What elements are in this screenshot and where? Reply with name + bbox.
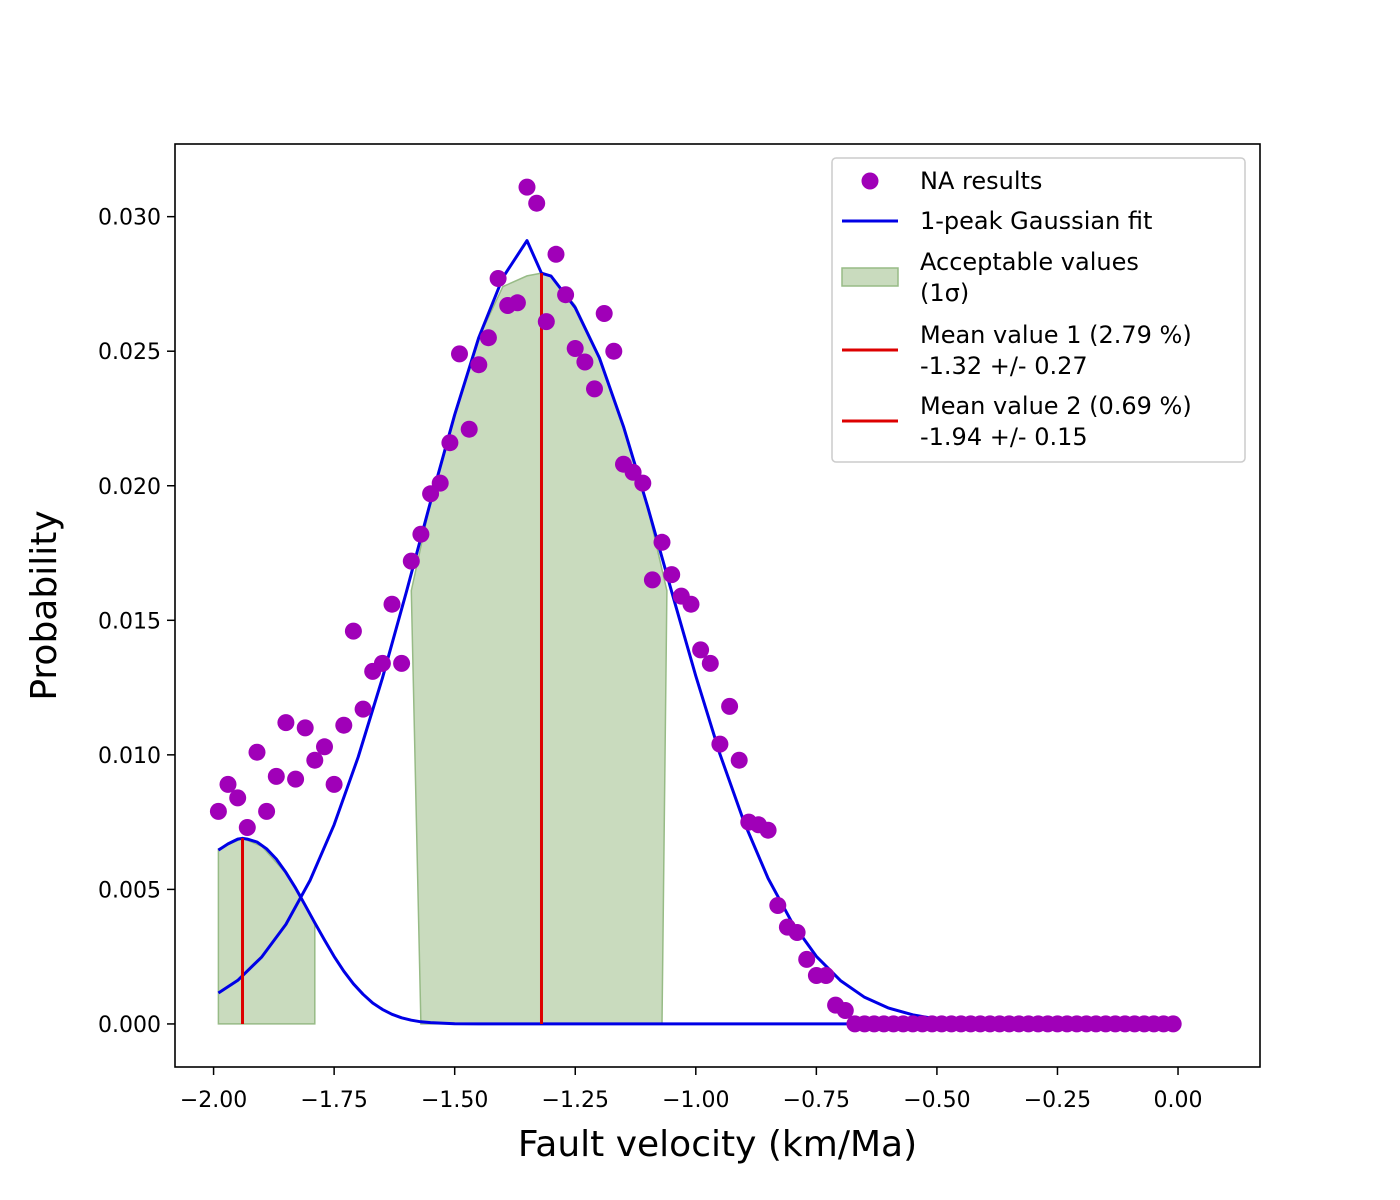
data-point xyxy=(692,641,710,659)
data-point xyxy=(393,654,411,672)
data-point xyxy=(460,420,478,438)
data-point xyxy=(817,967,835,984)
data-point xyxy=(701,654,719,672)
legend-label: Mean value 2 (0.69 %) -1.94 +/- 0.15 xyxy=(920,392,1192,451)
y-axis-label: Probability xyxy=(24,510,65,700)
data-point xyxy=(325,775,343,793)
data-point xyxy=(306,751,324,769)
data-point xyxy=(489,270,507,287)
mean-lines-group xyxy=(241,273,543,1024)
x-axis-ticks: −2.00 −1.75 −1.50 −1.25 −1.00 −0.75 −0.50 −0.25… xyxy=(180,1067,1203,1113)
data-point xyxy=(383,595,401,613)
data-point xyxy=(769,897,787,914)
data-point xyxy=(248,743,266,761)
data-point xyxy=(634,474,652,492)
data-point xyxy=(576,353,594,371)
x-tick-label: 0.00 xyxy=(1154,1088,1203,1113)
legend-label-line: -1.32 +/- 0.27 xyxy=(920,352,1088,380)
y-tick-label: 0.010 xyxy=(98,744,161,769)
data-point xyxy=(663,566,681,584)
x-tick-label: −2.00 xyxy=(180,1088,247,1113)
legend-label-line: Acceptable values xyxy=(920,248,1139,276)
y-tick-label: 0.000 xyxy=(98,1013,161,1038)
y-tick-label: 0.020 xyxy=(98,475,161,500)
data-point xyxy=(229,789,247,807)
legend-label: 1-peak Gaussian fit xyxy=(920,207,1152,235)
data-point xyxy=(798,950,816,968)
data-point xyxy=(586,380,603,398)
data-point xyxy=(354,700,372,718)
data-point xyxy=(335,716,353,734)
data-point xyxy=(653,533,671,551)
x-tick-label: −1.50 xyxy=(421,1088,488,1113)
data-point xyxy=(643,571,661,589)
data-point xyxy=(1164,1015,1182,1033)
y-tick-label: 0.030 xyxy=(98,206,161,231)
data-point xyxy=(219,775,237,793)
data-point xyxy=(238,819,256,836)
data-point xyxy=(759,821,777,839)
y-tick-label: 0.005 xyxy=(98,878,161,903)
y-tick-label: 0.025 xyxy=(98,340,161,365)
data-point xyxy=(605,342,623,360)
data-point xyxy=(721,697,739,715)
x-axis-label: Fault velocity (km/Ma) xyxy=(518,1124,917,1165)
data-point xyxy=(528,194,546,212)
x-tick-label: −1.25 xyxy=(542,1088,609,1113)
legend-marker-na-results xyxy=(861,172,879,190)
data-point xyxy=(258,802,276,820)
data-point xyxy=(557,286,575,304)
data-point xyxy=(412,525,430,543)
legend-box xyxy=(831,157,1246,463)
gaussian-fit-curve-2 xyxy=(217,836,1174,1026)
data-point xyxy=(373,654,391,672)
plot-frame xyxy=(174,143,1261,1068)
data-point xyxy=(209,802,227,820)
data-point xyxy=(537,313,555,331)
data-point xyxy=(479,329,497,347)
data-point xyxy=(344,622,362,640)
data-point xyxy=(316,738,333,756)
data-point xyxy=(451,345,468,363)
legend-label: NA results xyxy=(920,167,1042,195)
data-point xyxy=(518,178,536,196)
legend-label-line: NA results xyxy=(920,167,1042,195)
x-tick-label: −1.00 xyxy=(662,1088,729,1113)
legend-label-line: 1-peak Gaussian fit xyxy=(920,207,1152,235)
data-point xyxy=(267,767,285,785)
data-point xyxy=(566,340,584,357)
x-tick-label: −0.75 xyxy=(783,1088,850,1113)
data-point xyxy=(508,294,526,312)
legend-label-line: Mean value 2 (0.69 %) xyxy=(920,392,1192,420)
x-tick-label: −0.50 xyxy=(903,1088,970,1113)
data-point xyxy=(470,356,488,374)
data-point xyxy=(624,463,642,481)
na-results-group xyxy=(209,178,1182,1033)
x-tick-label: −0.25 xyxy=(1024,1088,1091,1113)
data-point xyxy=(788,924,806,941)
legend-label-line: Mean value 1 (2.79 %) xyxy=(920,321,1192,349)
data-point xyxy=(277,714,295,732)
data-point xyxy=(682,595,700,613)
data-point xyxy=(595,305,613,322)
data-point xyxy=(547,245,565,263)
legend-label-line: -1.94 +/- 0.15 xyxy=(920,423,1088,451)
legend-label: Acceptable values (1σ) xyxy=(920,248,1139,307)
data-point xyxy=(431,474,449,492)
legend-label-line: (1σ) xyxy=(920,279,969,307)
data-point xyxy=(441,434,459,452)
data-point xyxy=(402,552,420,570)
data-point xyxy=(730,751,748,769)
legend-label: Mean value 1 (2.79 %) -1.32 +/- 0.27 xyxy=(920,321,1192,380)
legend-swatch-acceptable xyxy=(841,267,899,287)
data-point xyxy=(836,1002,854,1019)
data-point xyxy=(287,770,305,788)
legend: NA results 1-peak Gaussian fit Acceptable … xyxy=(831,157,1246,463)
y-axis-ticks: 0.000 0.005 0.010 0.015 0.020 0.025 0.030 xyxy=(98,206,175,1038)
data-point xyxy=(296,719,314,737)
data-point xyxy=(711,735,729,753)
y-tick-label: 0.015 xyxy=(98,609,161,634)
x-tick-label: −1.75 xyxy=(300,1088,367,1113)
